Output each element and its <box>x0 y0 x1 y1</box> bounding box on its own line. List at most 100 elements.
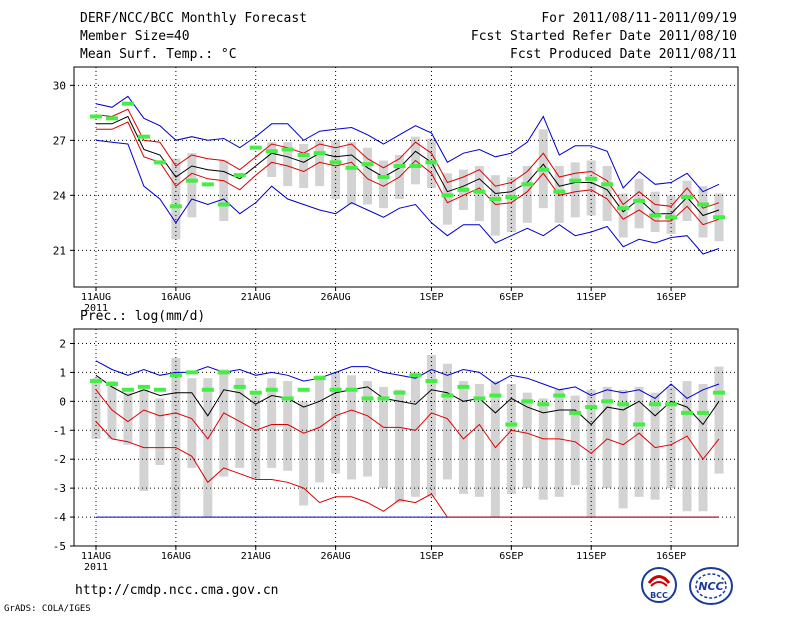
observation-mark <box>569 410 582 415</box>
spread-box <box>363 381 373 477</box>
spread-box <box>698 383 708 512</box>
observation-mark <box>105 381 118 386</box>
observation-mark <box>569 178 582 183</box>
spread-box <box>458 381 468 494</box>
observation-mark <box>90 379 102 384</box>
mean-series-line <box>95 374 720 426</box>
observation-mark <box>201 387 214 392</box>
spread-box <box>187 153 197 218</box>
observation-mark <box>585 405 598 410</box>
ncc-logo: NCC <box>688 566 734 606</box>
x-tick-label: 21AUG <box>241 551 271 562</box>
bcc-logo-text: BCC <box>650 591 668 600</box>
y-tick-label: -1 <box>53 424 66 437</box>
y-tick-label: 1 <box>59 366 66 379</box>
observation-mark <box>537 167 550 172</box>
spread-box <box>474 383 484 497</box>
observation-mark <box>377 175 390 179</box>
observation-mark <box>185 370 198 375</box>
max-series-line <box>95 360 720 400</box>
observation-mark <box>553 189 566 194</box>
max-series-line <box>95 95 720 193</box>
spread-box <box>522 166 532 223</box>
observation-mark <box>105 116 118 121</box>
observation-mark <box>697 202 710 207</box>
observation-mark <box>489 197 502 201</box>
observation-mark <box>233 384 246 389</box>
observation-mark <box>361 162 374 167</box>
observation-mark <box>329 387 342 392</box>
source-url[interactable]: http://cmdp.ncc.cma.gov.cn <box>75 583 279 598</box>
x-tick-label: 11AUG <box>81 292 111 303</box>
x-tick-label: 11AUG <box>81 551 111 562</box>
spread-box <box>219 160 229 221</box>
spread-box <box>347 375 357 480</box>
observation-mark <box>153 160 166 165</box>
spread-box <box>203 378 213 518</box>
spread-box <box>235 378 245 468</box>
spread-box <box>283 381 293 471</box>
observation-mark <box>601 399 614 404</box>
x-tick-label: 16SEP <box>656 551 686 562</box>
spread-box <box>331 372 341 474</box>
spread-box <box>379 160 389 209</box>
spread-box <box>634 178 644 229</box>
y-tick-label: -3 <box>53 482 66 495</box>
x-tick-label: 1SEP <box>419 551 443 562</box>
spread-box <box>442 363 452 480</box>
observation-mark <box>665 215 678 220</box>
observation-mark <box>281 147 294 152</box>
y-tick-label: -2 <box>53 453 66 466</box>
observation-mark <box>297 153 310 157</box>
bcc-logo: BCC <box>640 566 678 604</box>
observation-mark <box>649 402 662 407</box>
observation-mark <box>393 390 406 395</box>
observation-mark <box>345 387 358 392</box>
observation-mark <box>329 160 342 165</box>
spread-box <box>682 381 692 512</box>
spread-box <box>267 378 277 468</box>
observation-mark <box>217 202 230 207</box>
observation-mark <box>713 215 725 220</box>
x-tick-label: 11SEP <box>576 551 606 562</box>
upper-series-line <box>95 108 720 209</box>
observation-mark <box>121 101 134 106</box>
spread-box <box>554 389 564 497</box>
spread-box <box>299 144 309 188</box>
y-tick-label: -4 <box>53 511 67 524</box>
spread-box <box>363 147 373 205</box>
spread-box <box>219 369 229 477</box>
spread-box <box>570 162 580 218</box>
plot-frame <box>73 66 739 288</box>
spread-box <box>347 142 357 205</box>
observation-mark <box>649 213 662 218</box>
y-tick-label: 21 <box>53 244 66 257</box>
observation-mark <box>281 396 294 401</box>
observation-mark <box>233 173 246 178</box>
observation-mark <box>249 145 262 150</box>
observation-mark <box>169 204 182 209</box>
observation-mark <box>249 390 262 395</box>
upper-series-line <box>95 389 720 461</box>
observation-mark <box>201 182 214 187</box>
spread-box <box>251 392 261 480</box>
y-tick-label: 30 <box>53 79 66 92</box>
y-tick-label: -5 <box>53 540 66 553</box>
observation-mark <box>185 178 198 183</box>
spread-box <box>634 386 644 497</box>
spread-box <box>267 142 277 177</box>
spread-box <box>618 389 628 509</box>
observation-mark <box>137 134 150 139</box>
y-tick-label: 24 <box>53 189 67 202</box>
observation-mark <box>633 198 646 203</box>
x-tick-label: 11SEP <box>576 292 606 303</box>
observation-mark <box>441 193 454 198</box>
x-tick-label: 26AUG <box>321 292 351 303</box>
observation-mark <box>90 114 102 119</box>
lower-series-line <box>96 121 720 226</box>
observation-mark <box>425 160 438 165</box>
spread-box <box>538 398 548 500</box>
x-tick-label: 16AUG <box>161 292 191 303</box>
observation-mark <box>633 422 646 427</box>
y-tick-label: 27 <box>53 134 66 147</box>
